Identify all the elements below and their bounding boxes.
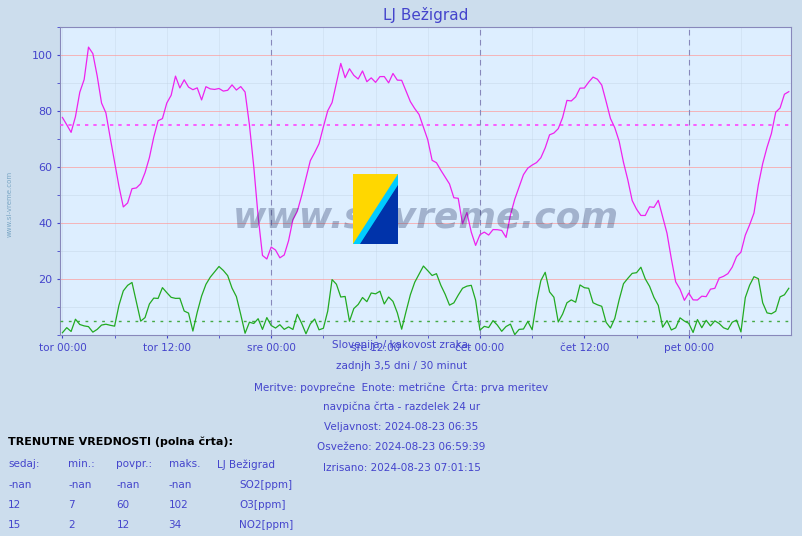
Text: 15: 15 — [8, 520, 22, 531]
Text: Meritve: povprečne  Enote: metrične  Črta: prva meritev: Meritve: povprečne Enote: metrične Črta:… — [254, 381, 548, 393]
Polygon shape — [353, 174, 397, 244]
Text: Izrisano: 2024-08-23 07:01:15: Izrisano: 2024-08-23 07:01:15 — [322, 463, 480, 473]
Text: povpr.:: povpr.: — [116, 459, 152, 470]
Text: Veljavnost: 2024-08-23 06:35: Veljavnost: 2024-08-23 06:35 — [324, 422, 478, 432]
Text: 60: 60 — [116, 500, 129, 510]
Text: TRENUTNE VREDNOSTI (polna črta):: TRENUTNE VREDNOSTI (polna črta): — [8, 437, 233, 448]
Text: navpična črta - razdelek 24 ur: navpična črta - razdelek 24 ur — [322, 401, 480, 412]
Text: -nan: -nan — [168, 480, 192, 490]
Text: -nan: -nan — [116, 480, 140, 490]
Text: -nan: -nan — [8, 480, 31, 490]
Text: -nan: -nan — [68, 480, 91, 490]
Text: sedaj:: sedaj: — [8, 459, 39, 470]
Text: min.:: min.: — [68, 459, 95, 470]
Text: Osveženo: 2024-08-23 06:59:39: Osveženo: 2024-08-23 06:59:39 — [317, 442, 485, 452]
Text: Slovenija / kakovost zraka.: Slovenija / kakovost zraka. — [331, 340, 471, 351]
Text: NO2[ppm]: NO2[ppm] — [239, 520, 294, 531]
Text: 102: 102 — [168, 500, 188, 510]
Text: 12: 12 — [8, 500, 22, 510]
Text: www.si-vreme.com: www.si-vreme.com — [233, 201, 618, 235]
Polygon shape — [353, 174, 397, 244]
Text: LJ Bežigrad: LJ Bežigrad — [217, 459, 274, 470]
Text: zadnjh 3,5 dni / 30 minut: zadnjh 3,5 dni / 30 minut — [335, 361, 467, 371]
Text: SO2[ppm]: SO2[ppm] — [239, 480, 292, 490]
Text: 12: 12 — [116, 520, 130, 531]
Text: maks.: maks. — [168, 459, 200, 470]
Text: www.si-vreme.com: www.si-vreme.com — [6, 170, 13, 237]
Text: 34: 34 — [168, 520, 182, 531]
Title: LJ Bežigrad: LJ Bežigrad — [383, 7, 468, 23]
Text: 7: 7 — [68, 500, 75, 510]
Text: 2: 2 — [68, 520, 75, 531]
Polygon shape — [359, 184, 397, 244]
Text: O3[ppm]: O3[ppm] — [239, 500, 286, 510]
